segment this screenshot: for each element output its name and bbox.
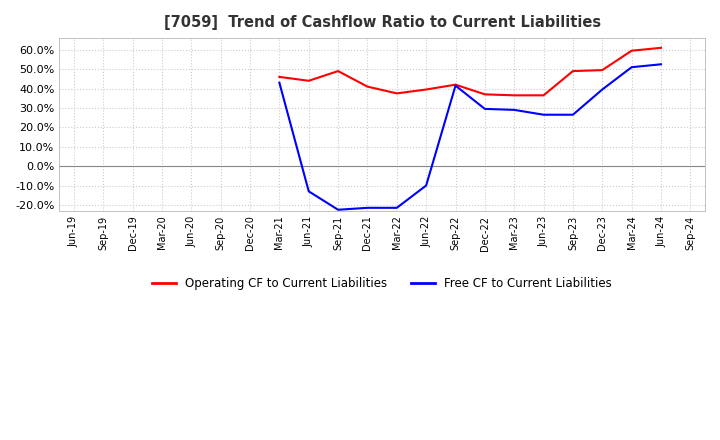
Legend: Operating CF to Current Liabilities, Free CF to Current Liabilities: Operating CF to Current Liabilities, Fre…	[148, 272, 616, 295]
Title: [7059]  Trend of Cashflow Ratio to Current Liabilities: [7059] Trend of Cashflow Ratio to Curren…	[163, 15, 600, 30]
